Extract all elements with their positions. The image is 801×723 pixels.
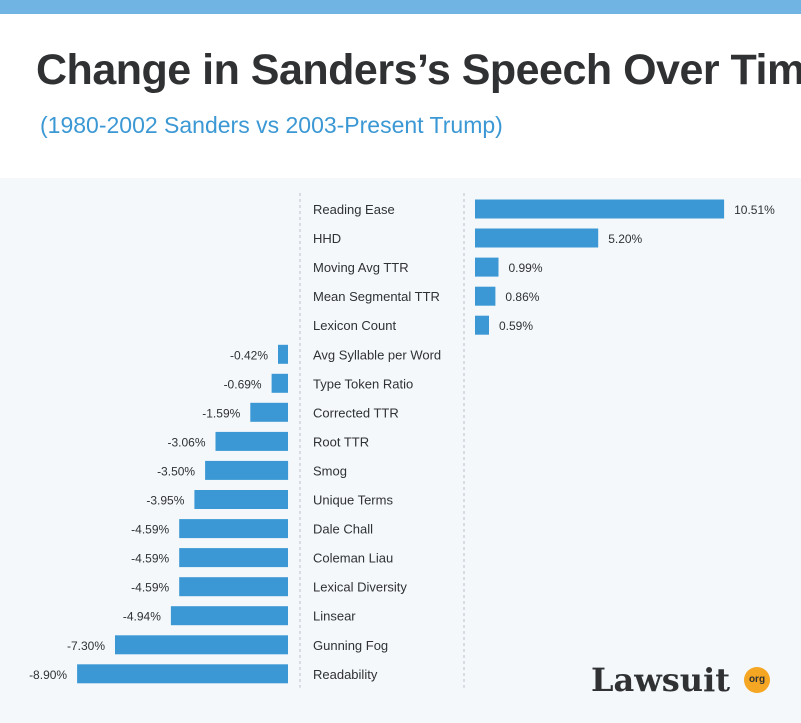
value-label: -4.59% <box>131 523 169 537</box>
bar <box>271 373 288 393</box>
value-label: -1.59% <box>202 406 240 420</box>
value-label: -0.42% <box>230 348 268 362</box>
bar <box>475 286 496 306</box>
bar <box>205 460 289 480</box>
category-label: Reading Ease <box>313 202 395 217</box>
logo-badge: org <box>744 667 770 693</box>
value-label: 10.51% <box>734 203 775 217</box>
value-label: 5.20% <box>608 232 642 246</box>
bar <box>115 635 288 655</box>
value-label: -4.94% <box>123 610 161 624</box>
category-label: Moving Avg TTR <box>313 260 409 275</box>
bar-chart: Reading Ease 10.51% HHD 5.20% Moving Avg TTR… <box>29 193 775 688</box>
category-label: Type Token Ratio <box>313 376 413 391</box>
bar <box>170 606 288 626</box>
bar <box>278 344 288 364</box>
category-label: Readability <box>313 667 378 682</box>
value-label: 0.86% <box>505 290 539 304</box>
value-label: -3.06% <box>167 435 205 449</box>
bar <box>475 315 489 335</box>
value-label: -8.90% <box>29 668 67 682</box>
category-label: Avg Syllable per Word <box>313 347 441 362</box>
value-label: -3.50% <box>157 464 195 478</box>
bar <box>179 577 288 597</box>
category-label: Dale Chall <box>313 522 373 537</box>
bar <box>475 199 725 219</box>
value-label: -4.59% <box>131 552 169 566</box>
category-label: Unique Terms <box>313 493 393 508</box>
category-label: Linsear <box>313 609 356 624</box>
logo-text: Lawsuit <box>591 661 730 699</box>
bar <box>194 490 288 509</box>
bar <box>77 664 288 684</box>
category-label: Lexical Diversity <box>313 580 407 595</box>
bar <box>475 257 499 277</box>
value-label: -0.69% <box>224 377 262 391</box>
category-label: HHD <box>313 231 341 246</box>
category-label: Coleman Liau <box>313 551 393 566</box>
value-label: 0.59% <box>499 319 533 333</box>
bar <box>250 402 288 422</box>
chart-panel: Reading Ease 10.51% HHD 5.20% Moving Avg TTR… <box>0 178 801 723</box>
value-label: -4.59% <box>131 581 169 595</box>
value-label: -3.95% <box>146 494 184 508</box>
top-accent-bar <box>0 0 801 14</box>
page-title: Change in Sanders’s Speech Over Time <box>36 46 801 94</box>
bar <box>215 431 288 451</box>
bar <box>179 519 288 539</box>
category-label: Smog <box>313 463 347 478</box>
category-label: Mean Segmental TTR <box>313 289 440 304</box>
bar <box>475 228 599 248</box>
category-label: Corrected TTR <box>313 405 399 420</box>
page-subtitle: (1980-2002 Sanders vs 2003-Present Trump… <box>40 112 503 138</box>
value-label: -7.30% <box>67 639 105 653</box>
category-label: Root TTR <box>313 434 369 449</box>
category-label: Gunning Fog <box>313 638 388 653</box>
category-label: Lexicon Count <box>313 318 396 333</box>
value-label: 0.99% <box>509 261 543 275</box>
bar <box>179 548 288 568</box>
